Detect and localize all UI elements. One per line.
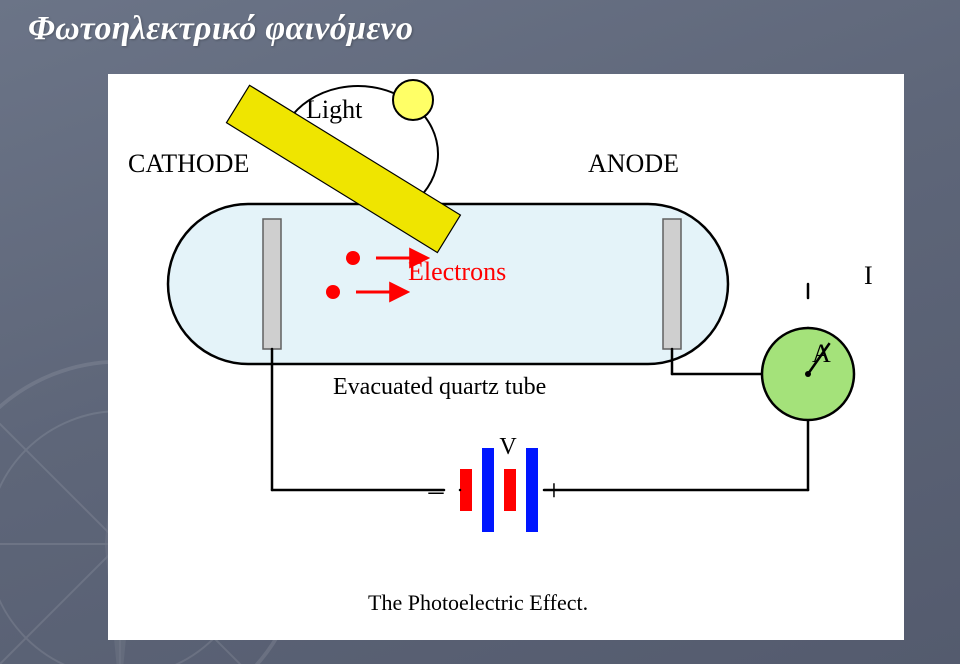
photoelectric-diagram: Light CATHODE ANODE Electrons Evacuated quar… [108, 74, 904, 640]
electron-dot-icon [326, 285, 340, 299]
slide: N S Φωτοηλεκτρικό φαινόμενο LightCATHODE… [0, 0, 960, 664]
cathode-plate [263, 219, 281, 349]
light-label: Light [306, 95, 363, 124]
cathode-label: CATHODE [128, 149, 249, 178]
tube-label: Evacuated quartz tube [333, 374, 546, 400]
ammeter-pivot [805, 371, 811, 377]
anode-label: ANODE [588, 149, 679, 178]
anode-plate [663, 219, 681, 349]
slide-title: Φωτοηλεκτρικό φαινόμενο [28, 10, 413, 48]
minus-sign: – [428, 474, 445, 507]
battery-cell [460, 469, 472, 511]
battery-cell [504, 469, 516, 511]
voltage-label: V [499, 434, 517, 460]
electron-dot-icon [346, 251, 360, 265]
battery-cell [526, 448, 538, 532]
electrons-label: Electrons [408, 257, 506, 286]
ammeter-label: A [812, 339, 831, 368]
battery-cell [482, 448, 494, 532]
lamp-bulb-icon [393, 80, 433, 120]
current-label: I [864, 261, 873, 290]
figure-caption: The Photoelectric Effect. [368, 590, 588, 615]
plus-sign: + [546, 474, 563, 507]
diagram-panel: Light CATHODE ANODE Electrons Evacuated quar… [108, 74, 904, 640]
